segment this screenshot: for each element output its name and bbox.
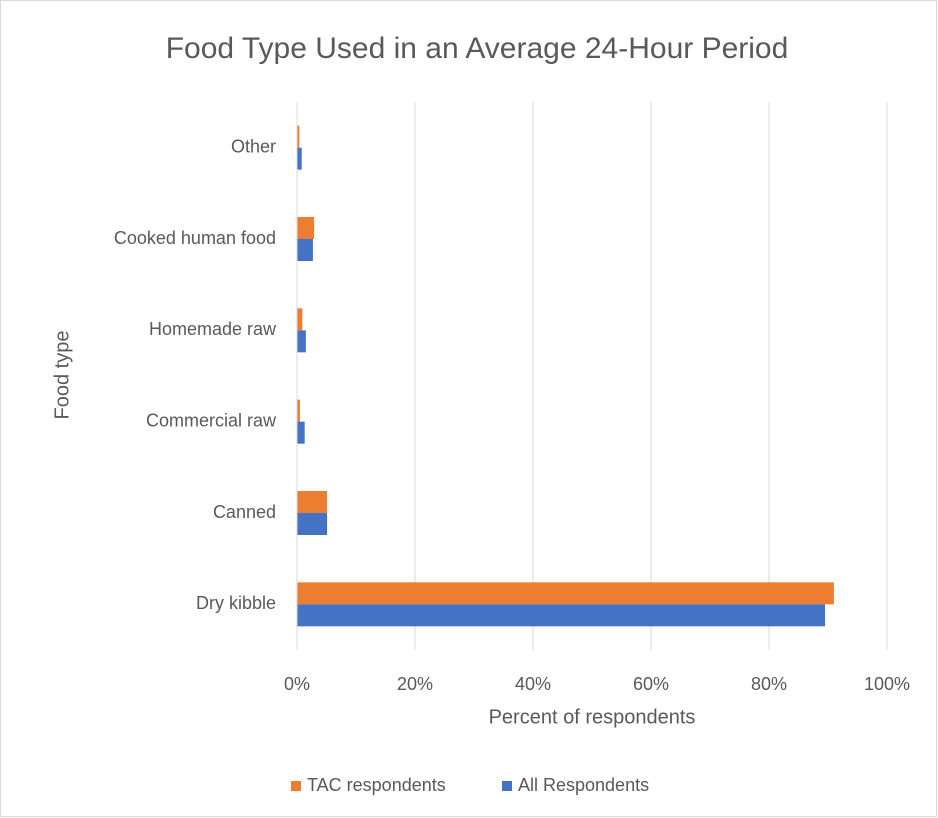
x-tick-label: 80% [751,674,787,694]
x-tick-label: 20% [397,674,433,694]
legend-label: TAC respondents [307,775,446,795]
x-tick-label: 60% [633,674,669,694]
bar [297,147,302,170]
bar [297,308,303,331]
y-tick-label: Homemade raw [149,319,277,339]
chart-title: Food Type Used in an Average 24-Hour Per… [166,32,789,65]
bar [297,239,313,261]
x-tick-label: 40% [515,674,551,694]
bar [297,421,305,444]
bar [297,330,306,353]
y-tick-label: Commercial raw [146,410,277,430]
bar [297,217,315,239]
y-tick-label: Canned [213,502,276,522]
legend-swatch [502,781,512,791]
bar [297,125,300,148]
x-tick-label: 0% [284,674,310,694]
y-tick-label: Cooked human food [114,228,276,248]
y-axis-label: Food type [51,331,73,420]
bar [297,399,300,422]
y-tick-label: Dry kibble [196,593,276,613]
legend-swatch [291,781,301,791]
y-tick-label: Other [231,136,276,156]
bar [297,604,826,627]
bar [297,513,328,535]
x-tick-label: 100% [864,674,910,694]
bar [297,582,834,605]
x-axis-label: Percent of respondents [489,706,696,728]
bar [297,491,328,513]
legend-label: All Respondents [518,775,649,795]
